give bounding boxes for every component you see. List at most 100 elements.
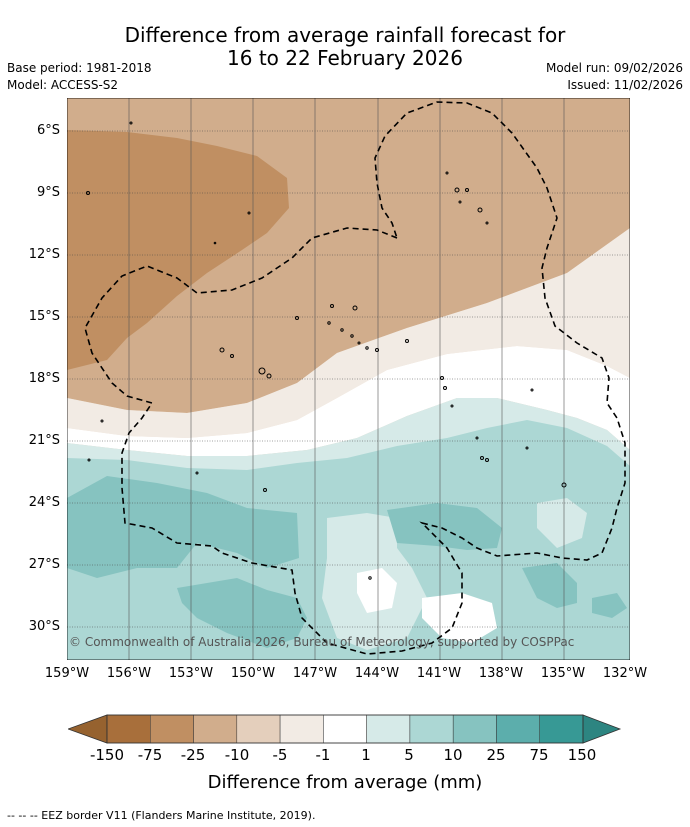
band-plus-10-southwest <box>177 578 307 648</box>
lon-label-132w: 132°W <box>602 666 648 681</box>
island-18 <box>365 346 369 350</box>
lat-label-30s: 30°S <box>28 619 60 634</box>
island-35 <box>480 456 484 460</box>
model-name: Model: ACCESS-S2 <box>7 78 119 92</box>
patch-neutral-1 <box>357 568 397 613</box>
cb-label-minus-10: -10 <box>224 746 250 764</box>
island-31 <box>87 458 91 462</box>
colorbar-cell <box>323 714 367 744</box>
meta-right: Model run: 09/02/2026 Issued: 11/02/2026 <box>546 60 683 94</box>
cb-label-minus-5: -5 <box>272 746 288 764</box>
island-6 <box>454 187 460 193</box>
meta-left: Base period: 1981-2018 Model: ACCESS-S2 <box>7 60 152 94</box>
island-34 <box>263 488 267 492</box>
band-plus-10-central <box>387 503 502 550</box>
island-5 <box>445 171 449 175</box>
island-4 <box>213 241 217 245</box>
colorbar-cell <box>150 714 194 744</box>
lat-label-12s: 12°S <box>28 247 60 262</box>
island-25 <box>440 376 444 380</box>
band-plus-10-far-east <box>592 593 627 618</box>
title-line-2: 16 to 22 February 2026 <box>227 46 463 70</box>
island-29 <box>485 458 489 462</box>
lon-label-141w: 141°W <box>416 666 462 681</box>
lon-label-138w: 138°W <box>478 666 524 681</box>
cb-label-minus-150: -150 <box>89 746 125 764</box>
colorbar-cell <box>539 714 584 744</box>
base-period: Base period: 1981-2018 <box>7 61 152 75</box>
patch-plus-1-east <box>537 498 587 548</box>
colorbar-cell <box>496 714 540 744</box>
island-33 <box>195 471 199 475</box>
island-8 <box>458 200 462 204</box>
island-13 <box>295 316 299 320</box>
eez-border-french-polynesia <box>84 101 626 655</box>
island-37 <box>561 482 567 488</box>
island-36 <box>525 446 529 450</box>
island-2 <box>86 191 90 195</box>
island-7 <box>465 188 469 192</box>
island-26 <box>443 386 447 390</box>
lon-label-144w: 144°W <box>354 666 400 681</box>
cb-label-plus-5: 5 <box>404 746 414 764</box>
islands <box>86 121 567 580</box>
colorbar-title: Difference from average (mm) <box>207 772 483 793</box>
cb-label-plus-1: 1 <box>361 746 371 764</box>
colorbar-cell <box>279 714 324 744</box>
lon-label-156w: 156°W <box>106 666 152 681</box>
cb-label-minus-1: -1 <box>315 746 331 764</box>
island-1 <box>129 121 133 125</box>
lon-label-153w: 153°W <box>168 666 214 681</box>
band-plus-10-east <box>522 563 577 608</box>
colorbar-cell <box>366 714 411 744</box>
island-14 <box>327 321 331 325</box>
patch-neutral-2 <box>422 593 497 643</box>
island-3 <box>247 211 251 215</box>
cb-label-plus-75: 75 <box>529 746 549 764</box>
lat-label-24s: 24°S <box>28 495 60 510</box>
colorbar-cell <box>106 714 151 744</box>
island-32 <box>100 419 104 423</box>
island-9 <box>477 207 483 213</box>
band-minus-75 <box>67 130 289 370</box>
lat-label-6s: 6°S <box>36 123 60 138</box>
lat-label-9s: 9°S <box>36 185 60 200</box>
cb-label-plus-25: 25 <box>486 746 506 764</box>
island-28 <box>475 436 479 440</box>
colorbar-cell <box>193 714 238 744</box>
rainfall-map: © Commonwealth of Australia 2026, Bureau… <box>67 98 630 660</box>
island-11 <box>330 304 334 308</box>
issued-date: Issued: 11/02/2026 <box>567 78 683 92</box>
island-24 <box>405 339 409 343</box>
colorbar-cell <box>409 714 454 744</box>
band-plus-10-west <box>67 476 299 578</box>
lon-label-147w: 147°W <box>292 666 338 681</box>
lat-label-21s: 21°S <box>28 433 60 448</box>
map-title: Difference from average rainfall forecas… <box>0 24 690 70</box>
grid-lines <box>128 98 565 660</box>
cb-label-plus-150: 150 <box>567 746 597 764</box>
colorbar <box>68 714 622 744</box>
lon-label-150w: 150°W <box>230 666 276 681</box>
island-21 <box>258 367 266 375</box>
island-17 <box>357 341 361 345</box>
island-10 <box>485 221 489 225</box>
colorbar-extend-high <box>582 714 622 744</box>
copyright-text: © Commonwealth of Australia 2026, Bureau… <box>69 635 574 649</box>
island-15 <box>340 328 344 332</box>
island-16 <box>350 334 354 338</box>
cb-label-minus-75: -75 <box>137 746 163 764</box>
island-27 <box>450 404 454 408</box>
lat-label-27s: 27°S <box>28 557 60 572</box>
cb-label-plus-10: 10 <box>443 746 463 764</box>
island-12 <box>352 305 358 311</box>
band-neutral <box>67 346 630 456</box>
island-22 <box>266 373 272 379</box>
title-line-1: Difference from average rainfall forecas… <box>124 23 566 47</box>
island-19 <box>219 347 225 353</box>
lat-label-18s: 18°S <box>28 371 60 386</box>
footnote-eez: -- -- -- EEZ border V11 (Flanders Marine… <box>7 809 316 822</box>
colorbar-cell <box>452 714 497 744</box>
cb-label-minus-25: -25 <box>180 746 206 764</box>
island-38 <box>368 576 372 580</box>
